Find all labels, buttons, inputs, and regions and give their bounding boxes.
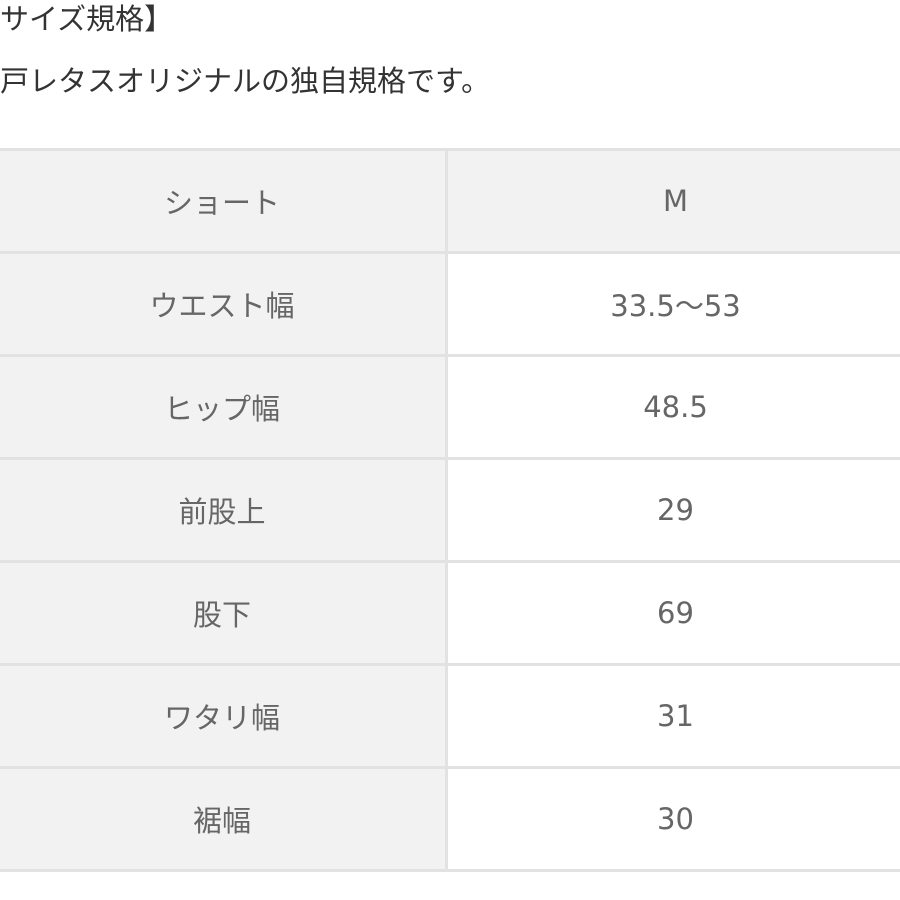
table-row: 股下 69 [0,560,900,666]
table-row: ヒップ幅 48.5 [0,354,900,460]
table-header-row: ショート M [0,148,900,254]
row-value: 30 [445,766,900,872]
section-heading: サイズ規格】 [0,2,174,36]
header-cell-type: ショート [0,148,448,254]
row-value: 69 [445,560,900,666]
section-subtitle: 戸レタスオリジナルの独自規格です。 [0,64,491,98]
row-label: 裾幅 [0,766,448,872]
row-label: ワタリ幅 [0,663,448,769]
table-row: 前股上 29 [0,457,900,563]
row-value: 31 [445,663,900,769]
table-row: 裾幅 30 [0,766,900,872]
table-row: ウエスト幅 33.5〜53 [0,251,900,357]
row-value: 33.5〜53 [445,251,900,357]
row-label: ヒップ幅 [0,354,448,460]
table-row: ワタリ幅 31 [0,663,900,769]
header-cell-size: M [445,148,900,254]
row-value: 48.5 [445,354,900,460]
row-label: ウエスト幅 [0,251,448,357]
row-label: 前股上 [0,457,448,563]
row-label: 股下 [0,560,448,666]
row-value: 29 [445,457,900,563]
size-table: ショート M ウエスト幅 33.5〜53 ヒップ幅 48.5 前股上 29 股下… [0,148,900,872]
